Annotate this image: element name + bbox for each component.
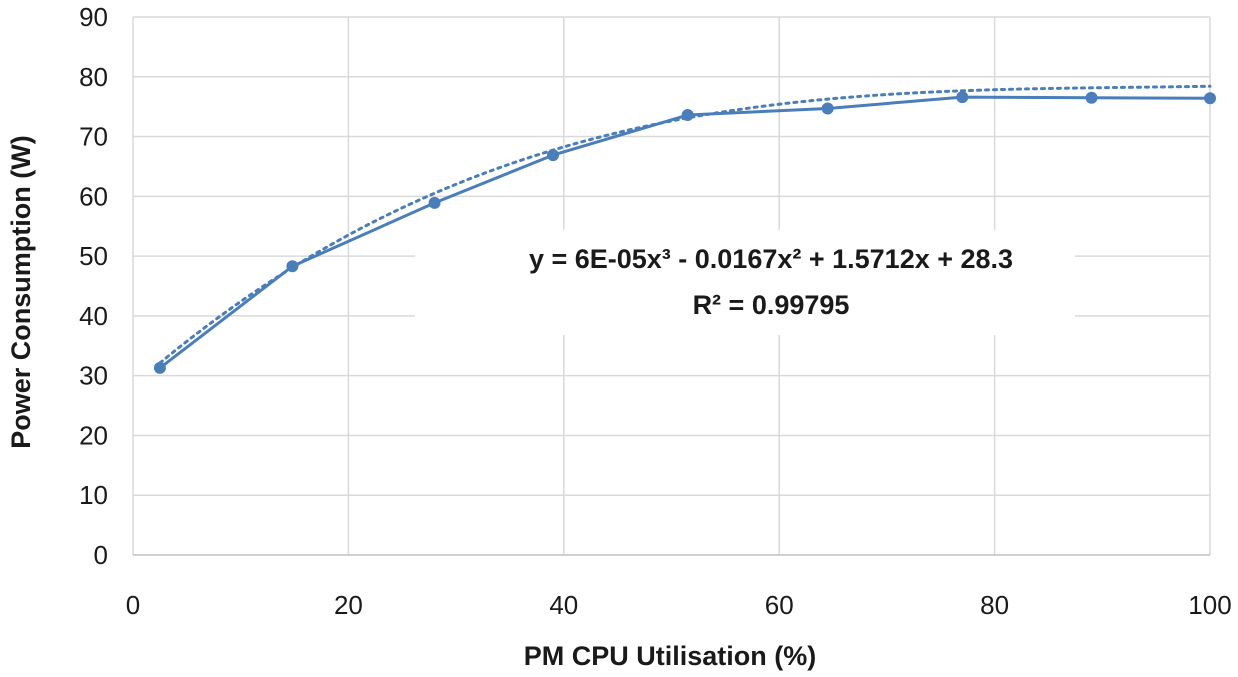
y-tick-labels: 0 10 20 30 40 50 60 70 80 90 [79, 2, 108, 570]
data-point [681, 109, 694, 122]
x-tick-label: 0 [126, 590, 140, 620]
y-tick-label: 20 [79, 420, 108, 450]
data-point [956, 91, 969, 104]
y-axis-title: Power Consumption (W) [6, 135, 36, 448]
y-tick-label: 30 [79, 361, 108, 391]
r-squared-label: R² = 0.99795 [693, 290, 850, 320]
data-point [286, 260, 299, 273]
trendline-equation: y = 6E-05x³ - 0.0167x² + 1.5712x + 28.3 [529, 244, 1013, 274]
y-tick-label: 70 [79, 122, 108, 152]
data-point [428, 196, 441, 209]
x-tick-label: 80 [980, 590, 1009, 620]
data-point [547, 149, 560, 162]
y-tick-label: 90 [79, 2, 108, 32]
data-point [153, 361, 166, 374]
y-tick-label: 0 [94, 540, 108, 570]
y-tick-label: 40 [79, 301, 108, 331]
x-tick-label: 100 [1188, 590, 1231, 620]
data-point [821, 102, 834, 115]
data-point [1204, 92, 1216, 105]
y-tick-label: 50 [79, 241, 108, 271]
x-tick-label: 40 [549, 590, 578, 620]
y-tick-label: 60 [79, 181, 108, 211]
x-axis-title: PM CPU Utilisation (%) [524, 641, 817, 671]
x-tick-labels: 0 20 40 60 80 100 [126, 590, 1232, 620]
y-tick-label: 80 [79, 62, 108, 92]
y-tick-label: 10 [79, 480, 108, 510]
equation-background [415, 230, 1075, 335]
x-tick-label: 20 [334, 590, 363, 620]
x-tick-label: 60 [765, 590, 794, 620]
series-layer [153, 91, 1216, 374]
data-point [1085, 91, 1098, 104]
